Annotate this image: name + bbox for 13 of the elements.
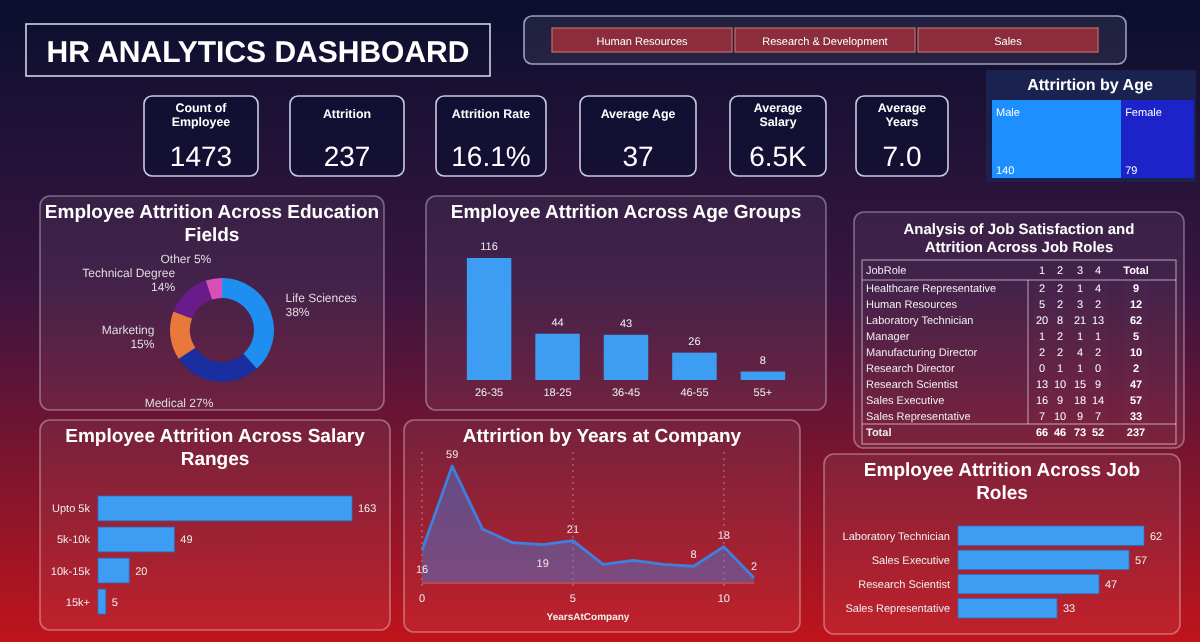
text: 37 [622, 140, 654, 172]
chart-title: Employee Attrition Across Education Fields [44, 202, 380, 247]
text: 6.5K [749, 140, 807, 172]
chart-title: Employee Attrition Across Job Roles [863, 460, 1141, 505]
chart-title: Attrirtion by Years at Company [462, 426, 743, 448]
chart-title: Employee Attrition Across Age Groups [450, 202, 802, 224]
text: HR ANALYTICS DASHBOARD [46, 36, 470, 70]
text: 1473 [169, 140, 233, 172]
text: 237 [323, 140, 371, 172]
text: 16.1% [451, 140, 531, 172]
text: 7.0 [882, 140, 922, 172]
chart-title: Employee Attrition Across Salary Ranges [65, 426, 367, 471]
text: Attrirtion by Age [1027, 76, 1154, 94]
